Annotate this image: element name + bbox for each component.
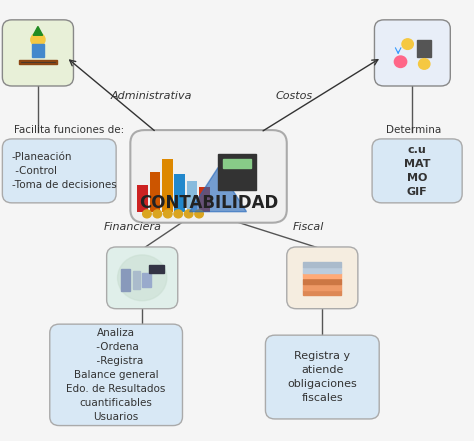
Bar xyxy=(303,279,341,284)
Polygon shape xyxy=(190,168,246,212)
Bar xyxy=(303,284,341,290)
Circle shape xyxy=(174,210,182,218)
FancyBboxPatch shape xyxy=(2,20,73,86)
Circle shape xyxy=(164,210,172,218)
Bar xyxy=(303,273,341,278)
Circle shape xyxy=(184,210,193,218)
Circle shape xyxy=(419,59,430,69)
FancyBboxPatch shape xyxy=(374,20,450,86)
FancyBboxPatch shape xyxy=(287,247,358,309)
Text: c.u
MAT
MO
GIF: c.u MAT MO GIF xyxy=(404,145,430,197)
Bar xyxy=(187,181,197,212)
FancyBboxPatch shape xyxy=(265,335,379,419)
Text: Analiza
 -Ordena
  -Registra
Balance general
Edo. de Resultados
cuantificables
U: Analiza -Ordena -Registra Balance genera… xyxy=(66,328,166,422)
Circle shape xyxy=(195,210,203,218)
Bar xyxy=(174,174,185,212)
Bar xyxy=(303,267,341,273)
Text: Administrativa: Administrativa xyxy=(111,91,192,101)
Circle shape xyxy=(394,56,407,67)
Bar xyxy=(142,273,151,287)
Bar xyxy=(223,159,251,168)
Text: Costos: Costos xyxy=(275,91,312,101)
Text: -Planeación
 -Control
-Toma de decisiones: -Planeación -Control -Toma de decisiones xyxy=(12,152,117,190)
Circle shape xyxy=(143,210,151,218)
Text: Registra y
atiende
obligaciones
fiscales: Registra y atiende obligaciones fiscales xyxy=(287,351,357,403)
Polygon shape xyxy=(33,26,43,35)
Circle shape xyxy=(153,210,162,218)
Text: Fiscal: Fiscal xyxy=(292,221,324,232)
Bar xyxy=(121,269,130,291)
Bar xyxy=(32,44,44,57)
FancyBboxPatch shape xyxy=(2,139,116,203)
Bar xyxy=(19,60,57,64)
Text: CONTABILIDAD: CONTABILIDAD xyxy=(139,194,278,212)
Bar xyxy=(150,172,160,212)
Bar xyxy=(303,290,341,295)
Text: Facilita funciones de:: Facilita funciones de: xyxy=(14,124,125,135)
Bar xyxy=(137,185,148,212)
Bar xyxy=(303,262,341,267)
Bar xyxy=(133,271,140,289)
Text: Financiera: Financiera xyxy=(104,221,162,232)
Bar xyxy=(149,265,164,273)
Bar xyxy=(162,159,173,212)
Circle shape xyxy=(118,255,167,301)
Bar xyxy=(218,154,256,190)
Text: Determina: Determina xyxy=(386,124,442,135)
Bar xyxy=(199,187,210,212)
FancyBboxPatch shape xyxy=(50,324,182,426)
Circle shape xyxy=(402,39,413,49)
FancyBboxPatch shape xyxy=(130,130,287,223)
FancyBboxPatch shape xyxy=(107,247,178,309)
FancyBboxPatch shape xyxy=(372,139,462,203)
Bar xyxy=(417,40,431,57)
Circle shape xyxy=(31,33,45,46)
